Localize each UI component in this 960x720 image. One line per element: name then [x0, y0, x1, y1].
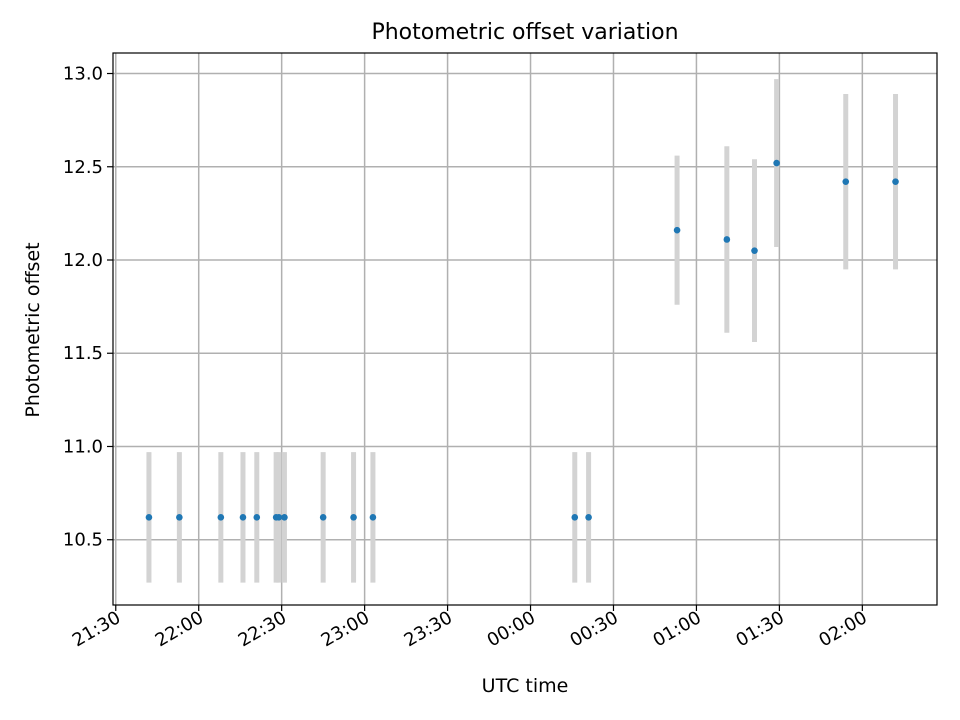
- y-tick-label: 12.5: [63, 157, 103, 178]
- data-point: [571, 514, 579, 521]
- data-point: [751, 247, 758, 254]
- data-point: [892, 178, 899, 185]
- data-point: [842, 178, 850, 185]
- data-point: [673, 226, 681, 234]
- x-axis-label: UTC time: [482, 675, 569, 697]
- data-point: [585, 514, 592, 521]
- y-tick-label: 13.0: [63, 64, 103, 85]
- data-point: [319, 514, 327, 521]
- plot-frame: [112, 52, 938, 606]
- data-point: [773, 159, 780, 167]
- grid: [113, 53, 937, 605]
- data-points: [145, 159, 899, 521]
- y-tick-label: 11.5: [63, 343, 103, 364]
- data-point: [350, 514, 357, 521]
- data-point: [281, 514, 288, 521]
- y-tick-label: 12.0: [63, 250, 103, 271]
- data-point: [239, 514, 247, 521]
- y-tick-label: 10.5: [63, 530, 103, 551]
- data-point: [275, 514, 283, 521]
- data-point: [369, 514, 377, 521]
- chart-title: Photometric offset variation: [371, 20, 678, 45]
- y-axis-ticks: 10.5 11.0 11.5 12.0 12.5 13.0: [63, 64, 113, 551]
- data-point: [176, 514, 183, 521]
- data-point: [145, 514, 153, 521]
- data-point: [253, 514, 261, 521]
- data-point: [723, 236, 731, 243]
- y-tick-label: 11.0: [63, 436, 103, 457]
- data-point: [217, 514, 225, 521]
- y-axis-label: Photometric offset: [22, 242, 44, 417]
